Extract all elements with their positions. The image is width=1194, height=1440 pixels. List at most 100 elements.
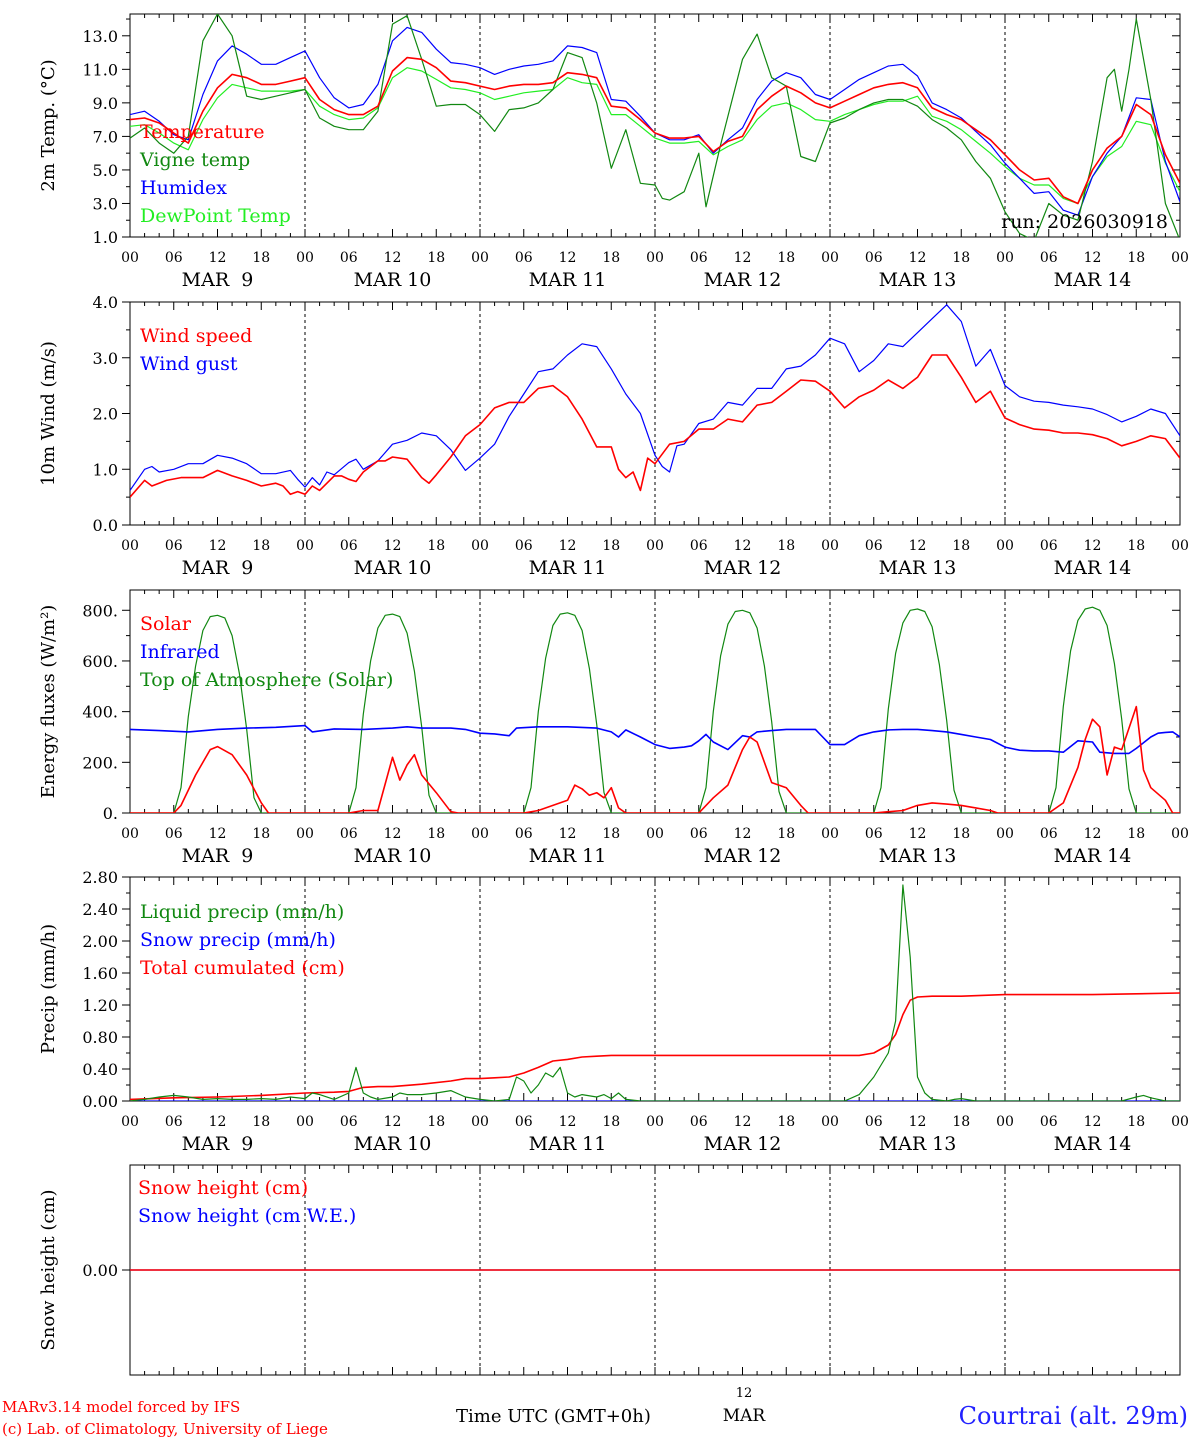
x-day-label: MAR 14 [1054, 1133, 1132, 1155]
x-tick-label: 00 [996, 538, 1014, 554]
x-tick-label: 18 [952, 1114, 970, 1130]
y-axis-label: Precip (mm/h) [38, 924, 59, 1054]
x-day-label: MAR 10 [354, 1133, 432, 1155]
footer-month: MAR [722, 1406, 766, 1426]
series-line-wind-speed [130, 354, 1180, 498]
x-tick-label: 00 [646, 1114, 664, 1130]
x-tick-label: 18 [427, 538, 445, 554]
x-tick-label: 06 [165, 250, 183, 266]
x-tick-label: 12 [559, 1114, 577, 1130]
legend-entry: Snow height (cm) [138, 1177, 308, 1199]
y-tick-label: 5.0 [93, 161, 118, 180]
footer-day-number: 12 [735, 1386, 753, 1401]
x-tick-label: 18 [1127, 538, 1145, 554]
x-day-label: MAR 10 [354, 557, 432, 579]
panel-frame [129, 589, 1181, 814]
x-tick-label: 00 [471, 826, 489, 842]
y-tick-label: 1.0 [93, 228, 118, 247]
x-tick-label: 18 [252, 538, 270, 554]
x-tick-label: 00 [821, 826, 839, 842]
x-tick-label: 18 [252, 826, 270, 842]
x-tick-label: 18 [252, 1114, 270, 1130]
y-tick-label: 200. [82, 753, 118, 772]
x-tick-label: 12 [1084, 250, 1102, 266]
x-tick-label: 18 [952, 538, 970, 554]
x-day-label: MAR 10 [354, 845, 432, 867]
legend-entry: Infrared [140, 641, 220, 663]
x-tick-label: 12 [734, 826, 752, 842]
x-tick-label: 06 [515, 826, 533, 842]
x-tick-label: 12 [209, 826, 227, 842]
series-line-solar [130, 705, 1180, 813]
y-tick-label: 2.40 [82, 900, 118, 919]
legend-entry: Snow height (cm W.E.) [138, 1205, 356, 1227]
x-tick-label: 00 [646, 826, 664, 842]
x-tick-label: 06 [865, 250, 883, 266]
legend-entry: Top of Atmosphere (Solar) [140, 669, 393, 691]
x-tick-label: 18 [602, 538, 620, 554]
x-tick-label: 00 [121, 826, 139, 842]
x-day-label: MAR 14 [1054, 557, 1132, 579]
legend-entry: Vigne temp [139, 149, 250, 171]
x-day-label: MAR 12 [704, 269, 782, 291]
series-line-temperature [130, 56, 1180, 205]
x-day-label: MAR 12 [704, 845, 782, 867]
x-tick-label: 00 [471, 1114, 489, 1130]
x-day-label: MAR 14 [1054, 269, 1132, 291]
x-tick-label: 06 [865, 538, 883, 554]
x-tick-label: 12 [909, 826, 927, 842]
x-tick-label: 18 [252, 250, 270, 266]
x-day-label: MAR 11 [529, 845, 607, 867]
y-tick-label: 600. [82, 652, 118, 671]
run-annotation: run: 2026030918 [1001, 211, 1168, 233]
series-line-total-cumulated-cm- [130, 992, 1180, 1101]
x-tick-label: 18 [427, 1114, 445, 1130]
x-tick-label: 00 [821, 538, 839, 554]
y-tick-label: 9.0 [93, 94, 118, 113]
x-day-label: MAR 12 [704, 1133, 782, 1155]
x-tick-label: 12 [209, 1114, 227, 1130]
x-tick-label: 06 [865, 1114, 883, 1130]
x-tick-label: 12 [734, 250, 752, 266]
credit-info: (c) Lab. of Climatology, University of L… [2, 1420, 328, 1438]
x-tick-label: 18 [777, 250, 795, 266]
y-tick-label: 800. [82, 601, 118, 620]
x-day-label: MAR 13 [879, 557, 957, 579]
x-tick-label: 06 [690, 826, 708, 842]
x-tick-label: 00 [296, 1114, 314, 1130]
x-tick-label: 18 [602, 250, 620, 266]
x-day-label: MAR 9 [182, 269, 254, 291]
series-line-infrared [130, 724, 1180, 755]
x-tick-label: 06 [690, 538, 708, 554]
y-tick-label: 1.0 [93, 460, 118, 479]
y-tick-label: 2.80 [82, 868, 118, 887]
x-day-label: MAR 10 [354, 269, 432, 291]
y-axis-label: 10m Wind (m/s) [38, 341, 59, 486]
x-tick-label: 06 [1040, 250, 1058, 266]
x-tick-label: 12 [384, 826, 402, 842]
x-tick-label: 12 [1084, 538, 1102, 554]
x-tick-label: 18 [427, 826, 445, 842]
x-tick-label: 12 [384, 538, 402, 554]
x-tick-label: 06 [165, 826, 183, 842]
x-tick-label: 18 [427, 250, 445, 266]
x-tick-label: 00 [646, 250, 664, 266]
x-tick-label: 06 [165, 1114, 183, 1130]
y-tick-label: 7.0 [93, 127, 118, 146]
x-tick-label: 18 [1127, 826, 1145, 842]
y-tick-label: 0.40 [82, 1060, 118, 1079]
legend-entry: Liquid precip (mm/h) [140, 901, 344, 923]
x-tick-label: 12 [909, 538, 927, 554]
x-tick-label: 12 [734, 538, 752, 554]
x-tick-label: 18 [602, 1114, 620, 1130]
y-axis-label: 2m Temp. (°C) [38, 59, 59, 191]
x-tick-label: 18 [602, 826, 620, 842]
x-tick-label: 12 [559, 538, 577, 554]
y-tick-label: 0.00 [82, 1092, 118, 1111]
x-tick-label: 18 [777, 826, 795, 842]
x-tick-label: 00 [1171, 250, 1189, 266]
y-tick-label: 4.0 [93, 293, 118, 312]
x-tick-label: 00 [296, 250, 314, 266]
y-tick-label: 1.20 [82, 996, 118, 1015]
